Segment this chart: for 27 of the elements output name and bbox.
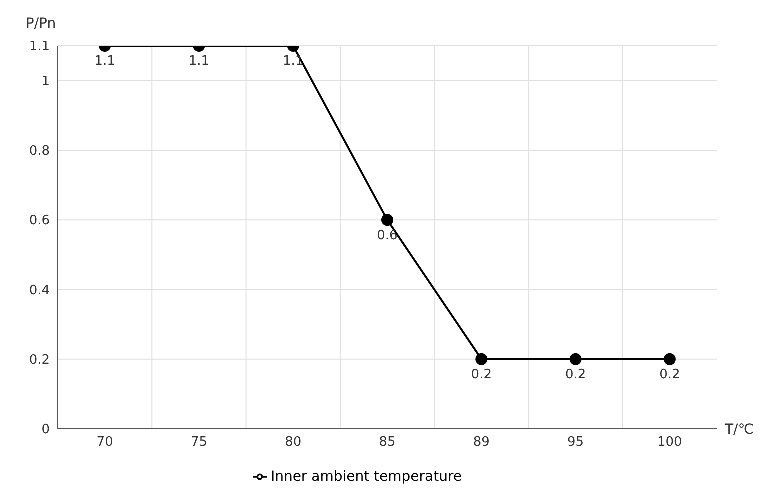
data-label: 1.1	[188, 54, 210, 70]
legend-label: Inner ambient temperature	[270, 469, 462, 485]
y-tick-label: 0.2	[29, 352, 50, 368]
y-tick-label: 1	[42, 74, 50, 90]
point	[476, 353, 488, 366]
x-tick-label: 100	[658, 435, 682, 450]
data-label: 1.1	[94, 54, 116, 70]
y-tick-label: 0	[42, 422, 50, 438]
y-axis-title: P/Pn	[26, 16, 56, 32]
x-tick-label: 75	[190, 435, 208, 450]
x-tick-label: 89	[473, 435, 490, 450]
data-label: 0.2	[565, 368, 586, 383]
y-tick-label: 0.8	[29, 144, 50, 160]
data-label: 0.2	[471, 368, 492, 383]
y-tick-label: 1.1	[29, 40, 50, 55]
y-tick-label: 0.4	[29, 283, 50, 298]
x-tick-label: 85	[379, 435, 396, 450]
point	[382, 214, 394, 226]
x-axis-title: T/℃	[724, 422, 754, 438]
x-tick-label: 95	[568, 435, 584, 450]
point	[570, 353, 582, 366]
y-tick-label: 0.6	[29, 214, 50, 229]
point	[664, 353, 676, 366]
data-label: 0.6	[377, 228, 398, 244]
data-label: 0.2	[660, 368, 680, 383]
x-tick-label: 70	[96, 435, 114, 450]
x-tick-label: 80	[285, 435, 302, 450]
